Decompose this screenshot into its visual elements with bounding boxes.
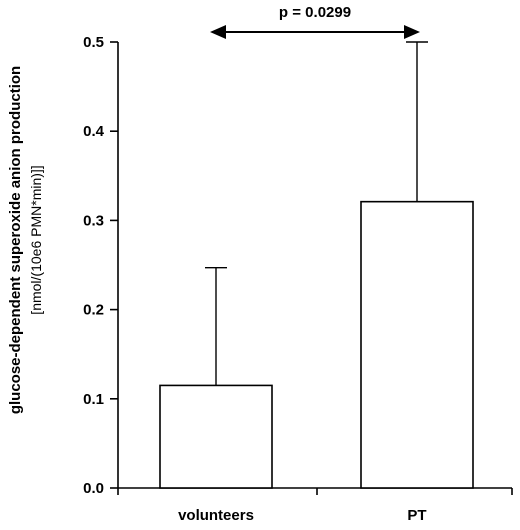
significance-annotation: p = 0.0299: [210, 4, 420, 39]
significance-arrow-head-left: [210, 25, 226, 39]
significance-arrow-head-right: [404, 25, 420, 39]
y-axis-label-group: glucose-dependent superoxide anion produ…: [7, 66, 44, 414]
bar-volunteers: [159, 384, 273, 489]
y-tick-label: 0.3: [83, 212, 104, 229]
x-category-label: volunteers: [178, 507, 254, 524]
y-tick-label: 0.1: [83, 391, 104, 408]
bars: [159, 200, 474, 489]
p-value-annotation: p = 0.0299: [279, 4, 351, 21]
y-axis-title: glucose-dependent superoxide anion produ…: [7, 66, 24, 414]
x-category-label: PT: [407, 507, 426, 524]
y-axis-ticks: 0.0 0.1 0.2 0.3 0.4 0.5: [83, 34, 513, 497]
y-axis-unit: [nmol/(10e6 PMN*min)]]: [28, 165, 44, 314]
y-tick-label: 0.5: [83, 34, 104, 51]
bar-pt: [360, 200, 474, 489]
x-axis-category-labels: volunteers PT: [178, 507, 427, 524]
error-bars: [205, 41, 428, 386]
y-tick-label: 0.2: [83, 302, 104, 319]
y-tick-label: 0.4: [83, 123, 105, 140]
y-tick-label: 0.0: [83, 480, 104, 497]
